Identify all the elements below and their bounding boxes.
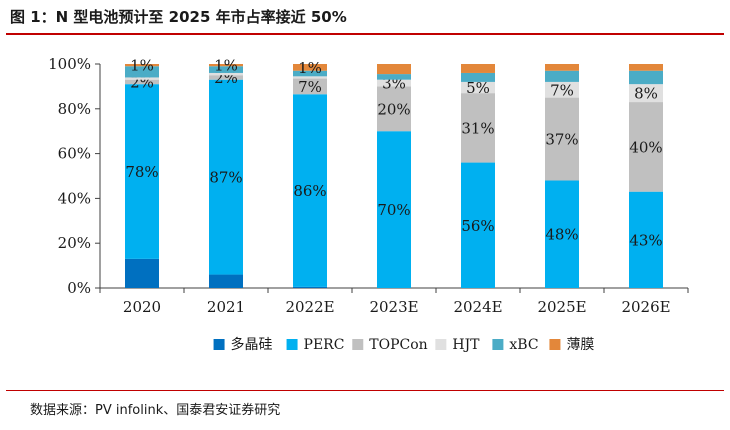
- bar-segment-薄膜: [629, 64, 663, 71]
- bar-segment-PERC: [629, 191, 663, 288]
- legend-swatch: [549, 339, 561, 350]
- bar-segment-xBC: [629, 70, 663, 85]
- y-tick-label: 60%: [58, 145, 91, 163]
- data-label: 20%: [377, 100, 410, 118]
- bar-segment-xBC: [461, 72, 495, 82]
- y-tick-label: 40%: [58, 189, 91, 207]
- bar-segment-TOPCon: [209, 75, 243, 80]
- source-note: 数据来源：PV infolink、国泰君安证券研究: [30, 403, 281, 418]
- bar-segment-薄膜: [377, 64, 411, 75]
- legend-swatch: [435, 339, 447, 350]
- data-label: 87%: [209, 169, 242, 187]
- bar-segment-薄膜: [209, 64, 243, 67]
- x-tick-label: 2024E: [453, 298, 502, 316]
- data-label: 43%: [629, 231, 662, 249]
- title-rule: [6, 33, 724, 35]
- bar-segment-薄膜: [545, 64, 579, 71]
- bar-segment-多晶硅: [125, 258, 159, 288]
- data-label: 5%: [466, 79, 490, 97]
- bar-segment-HJT: [293, 76, 327, 79]
- legend-label: 薄膜: [566, 337, 594, 353]
- x-tick-label: 2020: [123, 298, 161, 316]
- data-label: 1%: [298, 59, 322, 77]
- bar-segment-TOPCon: [125, 79, 159, 85]
- bar-segment-HJT: [629, 84, 663, 103]
- legend-label: PERC: [304, 337, 345, 353]
- data-label: 70%: [377, 201, 410, 219]
- x-tick-label: 2025E: [537, 298, 586, 316]
- bar-segment-PERC: [125, 84, 159, 259]
- legend-swatch: [286, 339, 298, 350]
- data-label: 8%: [634, 85, 658, 103]
- bar-segment-薄膜: [461, 64, 495, 73]
- y-tick-label: 20%: [58, 234, 91, 252]
- bar-segment-PERC: [209, 79, 243, 275]
- x-tick-label: 2023E: [369, 298, 418, 316]
- bar-segment-xBC: [125, 66, 159, 78]
- source-rule: [6, 390, 724, 391]
- legend-swatch: [213, 339, 225, 350]
- bar-segment-薄膜: [125, 64, 159, 67]
- legend-swatch: [352, 339, 364, 350]
- bar-segment-xBC: [545, 70, 579, 82]
- x-tick-label: 2022E: [285, 298, 334, 316]
- y-tick-label: 100%: [48, 55, 91, 73]
- data-label: 31%: [461, 119, 494, 137]
- stacked-bar-chart: 0%20%40%60%80%100%78%2%1%202087%2%1%2021…: [48, 55, 689, 353]
- data-label: 40%: [629, 138, 662, 156]
- bar-segment-HJT: [545, 81, 579, 98]
- data-label: 7%: [298, 78, 322, 96]
- data-label: 1%: [214, 57, 238, 75]
- legend-label: 多晶硅: [231, 336, 273, 353]
- data-label: 37%: [545, 131, 578, 149]
- data-label: 48%: [545, 226, 578, 244]
- y-tick-label: 80%: [58, 100, 91, 118]
- data-label: 56%: [461, 217, 494, 235]
- x-tick-label: 2026E: [621, 298, 670, 316]
- bar-segment-TOPCon: [293, 78, 327, 95]
- bar-segment-TOPCon: [629, 102, 663, 192]
- bar-segment-TOPCon: [377, 86, 411, 132]
- bar-segment-PERC: [377, 131, 411, 288]
- bar-segment-薄膜: [293, 64, 327, 71]
- bar-segment-PERC: [293, 94, 327, 287]
- legend-label: HJT: [452, 337, 480, 353]
- bar-segment-xBC: [377, 74, 411, 80]
- bar-segment-PERC: [461, 162, 495, 288]
- legend-swatch: [492, 339, 504, 350]
- bar-segment-HJT: [377, 79, 411, 87]
- figure-title: 图 1：N 型电池预计至 2025 年市占率接近 50%: [10, 8, 347, 26]
- bar-segment-HJT: [209, 72, 243, 76]
- bar-segment-多晶硅: [293, 286, 327, 288]
- x-tick-label: 2021: [207, 298, 245, 316]
- bar-segment-多晶硅: [209, 274, 243, 288]
- bar-segment-PERC: [545, 180, 579, 288]
- bar-segment-TOPCon: [545, 97, 579, 181]
- legend-label: TOPCon: [369, 337, 427, 353]
- data-label: 86%: [293, 182, 326, 200]
- bar-segment-TOPCon: [461, 93, 495, 163]
- data-label: 7%: [550, 81, 574, 99]
- legend-label: xBC: [509, 337, 538, 353]
- data-label: 1%: [130, 57, 154, 75]
- bar-segment-HJT: [461, 81, 495, 94]
- y-tick-label: 0%: [67, 279, 91, 297]
- bar-segment-xBC: [293, 70, 327, 77]
- bar-segment-HJT: [125, 77, 159, 80]
- data-label: 78%: [125, 163, 158, 181]
- bar-segment-xBC: [209, 66, 243, 73]
